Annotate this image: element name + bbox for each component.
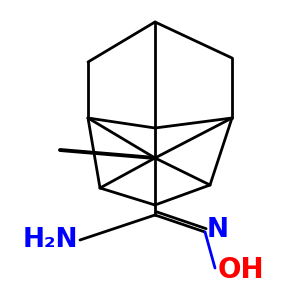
Text: H₂N: H₂N (22, 227, 78, 253)
Text: N: N (207, 217, 229, 243)
Text: OH: OH (218, 256, 265, 284)
